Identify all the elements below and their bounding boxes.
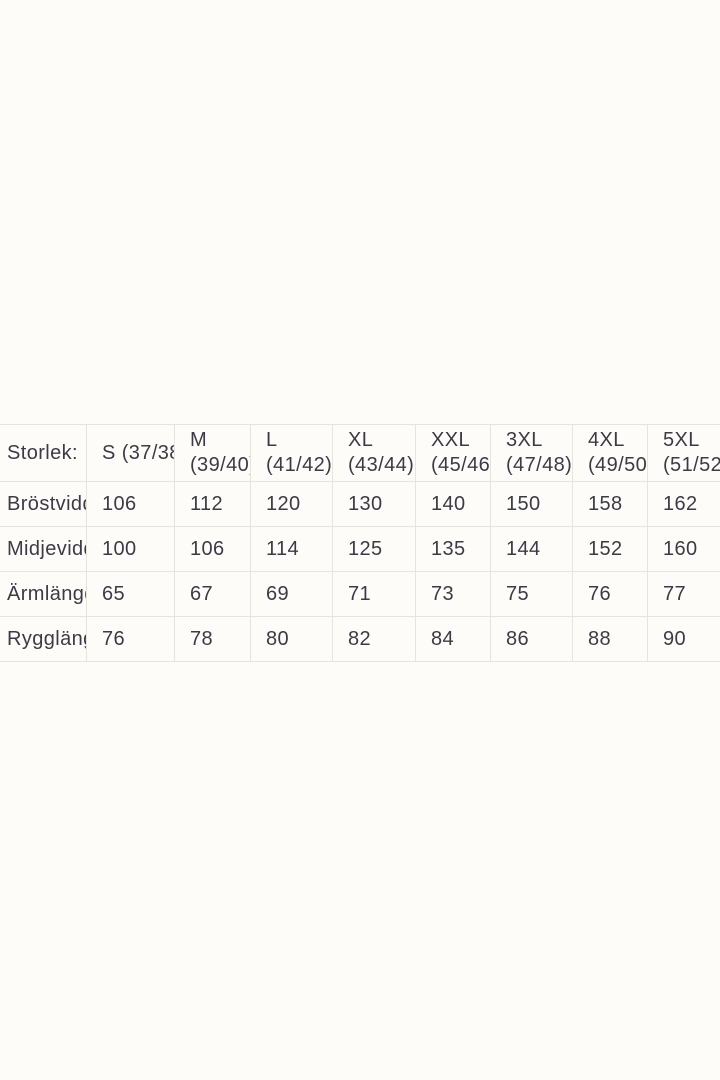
size-range: (43/44) bbox=[348, 454, 415, 476]
value-cell: 84 bbox=[415, 617, 490, 661]
value-cell: 135 bbox=[415, 527, 490, 571]
value-cell: 76 bbox=[86, 617, 174, 661]
column-header-3xl: 3XL (47/48) bbox=[490, 425, 572, 481]
row-label: Ärmlängd: bbox=[7, 582, 86, 605]
row-label: Midjevidd: bbox=[7, 537, 86, 560]
size-name: S bbox=[102, 441, 116, 464]
value-cell: 130 bbox=[332, 482, 415, 526]
size-range: (41/42) bbox=[266, 454, 332, 476]
value-cell: 158 bbox=[572, 482, 647, 526]
row-label: Bröstvidd: bbox=[7, 492, 86, 515]
size-range: (51/52) bbox=[663, 454, 720, 476]
column-header-xxl: XXL (45/46) bbox=[415, 425, 490, 481]
value-cell: 90 bbox=[647, 617, 720, 661]
value-cell: 69 bbox=[250, 572, 332, 616]
column-header-5xl: 5XL (51/52) bbox=[647, 425, 720, 481]
value-cell: 71 bbox=[332, 572, 415, 616]
value-cell: 160 bbox=[647, 527, 720, 571]
value-cell: 75 bbox=[490, 572, 572, 616]
column-header-xl: XL (43/44) bbox=[332, 425, 415, 481]
size-chart-corner-label: Storlek: bbox=[0, 425, 86, 481]
table-row-chest-width: Bröstvidd: 106 112 120 130 140 150 158 1… bbox=[0, 481, 720, 526]
size-range: (37/38) bbox=[121, 441, 174, 464]
row-label: Rygglängd: bbox=[7, 627, 86, 650]
table-row-back-length: Rygglängd: 76 78 80 82 84 86 88 90 bbox=[0, 616, 720, 662]
size-range: (39/40) bbox=[190, 454, 250, 476]
value-cell: 106 bbox=[86, 482, 174, 526]
column-header-4xl: 4XL (49/50) bbox=[572, 425, 647, 481]
value-cell: 125 bbox=[332, 527, 415, 571]
value-cell: 73 bbox=[415, 572, 490, 616]
table-row-sleeve-length: Ärmlängd: 65 67 69 71 73 75 76 77 bbox=[0, 571, 720, 616]
value-cell: 88 bbox=[572, 617, 647, 661]
size-chart-header-row: Storlek: S (37/38) M (39/40) L (41/42) XL (… bbox=[0, 424, 720, 481]
value-cell: 114 bbox=[250, 527, 332, 571]
value-cell: 77 bbox=[647, 572, 720, 616]
column-header-m: M (39/40) bbox=[174, 425, 250, 481]
size-name: M bbox=[190, 429, 208, 451]
value-cell: 150 bbox=[490, 482, 572, 526]
value-cell: 86 bbox=[490, 617, 572, 661]
size-name: XL bbox=[348, 429, 374, 451]
value-cell: 76 bbox=[572, 572, 647, 616]
value-cell: 65 bbox=[86, 572, 174, 616]
storlek-label: Storlek: bbox=[7, 441, 79, 464]
value-cell: 100 bbox=[86, 527, 174, 571]
value-cell: 112 bbox=[174, 482, 250, 526]
column-header-l: L (41/42) bbox=[250, 425, 332, 481]
value-cell: 67 bbox=[174, 572, 250, 616]
size-name: L bbox=[266, 429, 278, 451]
size-range: (49/50) bbox=[588, 454, 647, 476]
size-range: (47/48) bbox=[506, 454, 572, 476]
value-cell: 144 bbox=[490, 527, 572, 571]
value-cell: 162 bbox=[647, 482, 720, 526]
value-cell: 106 bbox=[174, 527, 250, 571]
value-cell: 140 bbox=[415, 482, 490, 526]
value-cell: 82 bbox=[332, 617, 415, 661]
value-cell: 78 bbox=[174, 617, 250, 661]
value-cell: 120 bbox=[250, 482, 332, 526]
value-cell: 80 bbox=[250, 617, 332, 661]
size-name: 4XL bbox=[588, 429, 625, 451]
table-row-waist-width: Midjevidd: 100 106 114 125 135 144 152 1… bbox=[0, 526, 720, 571]
size-range: (45/46) bbox=[431, 454, 490, 476]
size-name: 5XL bbox=[663, 429, 700, 451]
size-chart-table: Storlek: S (37/38) M (39/40) L (41/42) XL (… bbox=[0, 424, 720, 662]
size-name: 3XL bbox=[506, 429, 543, 451]
size-name: XXL bbox=[431, 429, 471, 451]
value-cell: 152 bbox=[572, 527, 647, 571]
column-header-s: S (37/38) bbox=[86, 425, 174, 481]
